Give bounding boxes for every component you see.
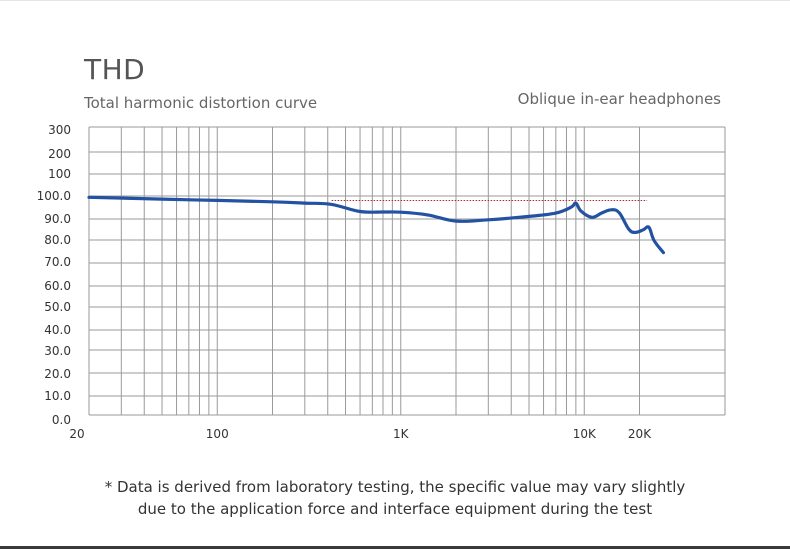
y-tick-label: 0.0 (52, 413, 71, 427)
y-tick-label: 80.0 (44, 233, 71, 247)
y-tick-label: 300 (48, 123, 71, 137)
product-name: Oblique in-ear headphones (517, 90, 721, 108)
y-tick-label: 60.0 (44, 279, 71, 293)
x-axis: 20 100 1K 10K 20K (69, 427, 652, 441)
chart-grid (88, 126, 726, 416)
bottom-border (0, 546, 790, 549)
y-tick-label: 100.0 (37, 189, 71, 203)
chart-subtitle: Total harmonic distortion curve (84, 94, 318, 112)
y-tick-label: 50.0 (44, 300, 71, 314)
footnote-line-2: due to the application force and interfa… (137, 500, 653, 518)
x-tick-label: 20 (69, 427, 84, 441)
y-tick-label: 100 (48, 167, 71, 181)
y-axis: 0.0 10.0 20.0 30.0 40.0 50.0 60.0 70.0 80.0 90.0 1… (37, 123, 71, 427)
y-tick-label: 40.0 (44, 323, 71, 337)
thd-series-line (87, 195, 665, 255)
x-tick-label: 100 (206, 427, 229, 441)
footnote-line-1: * Data is derived from laboratory testin… (104, 478, 686, 496)
x-tick-label: 20K (628, 427, 652, 441)
y-tick-label: 200 (48, 147, 71, 161)
x-tick-label: 1K (393, 427, 410, 441)
chart-title: THD (84, 53, 146, 86)
y-tick-label: 20.0 (44, 367, 71, 381)
x-tick-label: 10K (573, 427, 597, 441)
y-tick-label: 90.0 (44, 212, 71, 226)
top-border (0, 0, 790, 1)
y-tick-label: 70.0 (44, 255, 71, 269)
y-tick-label: 30.0 (44, 344, 71, 358)
footnote: * Data is derived from laboratory testin… (0, 476, 790, 520)
y-tick-label: 10.0 (44, 389, 71, 403)
